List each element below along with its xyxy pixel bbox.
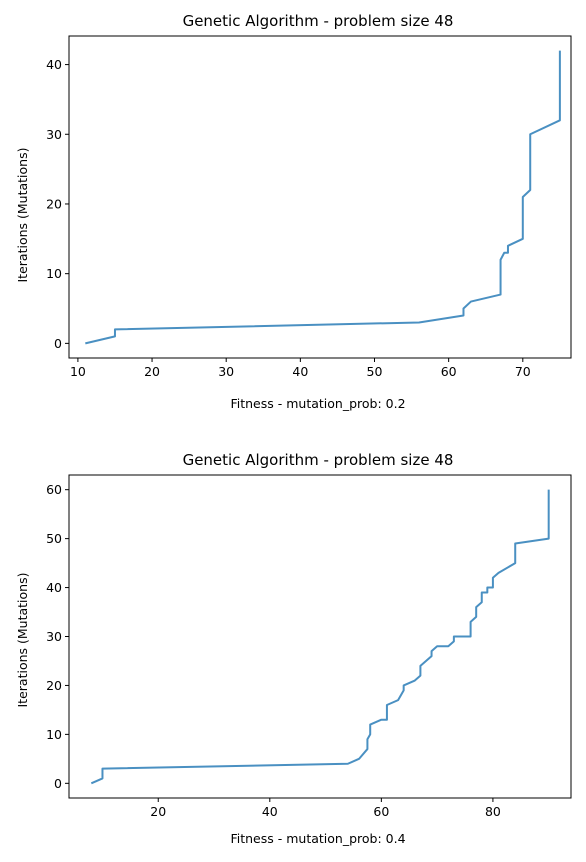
chart-1-x-tick-label: 10 [70, 364, 86, 379]
chart-2-xlabel: Fitness - mutation_prob: 0.4 [230, 831, 405, 846]
chart-2: Genetic Algorithm - problem size 48 Fitn… [0, 431, 586, 862]
chart-1-title: Genetic Algorithm - problem size 48 [183, 12, 454, 30]
chart-1-y-tick-label: 20 [46, 196, 62, 211]
chart-2-y-tick-label: 60 [46, 482, 62, 497]
chart-2-y-tick-label: 20 [46, 678, 62, 693]
chart-2-title: Genetic Algorithm - problem size 48 [183, 451, 454, 469]
chart-1-y-tick-label: 10 [46, 266, 62, 281]
chart-1: Genetic Algorithm - problem size 48 Fitn… [15, 12, 572, 411]
chart-1-x-tick-label: 60 [441, 364, 457, 379]
chart-1-x-tick-label: 20 [144, 364, 160, 379]
chart-2-y-tick-label: 0 [54, 776, 62, 791]
chart-2-ylabel: Iterations (Mutations) [15, 573, 30, 708]
chart-1-series-line [85, 50, 561, 345]
chart-2-svg: Genetic Algorithm - problem size 48 Fitn… [15, 451, 572, 846]
chart-2-x-tick-label: 40 [262, 804, 278, 819]
chart-1-x-tick-label: 30 [218, 364, 234, 379]
chart-2-plot-frame [68, 474, 572, 799]
chart-2-y-tick-label: 30 [46, 629, 62, 644]
chart-2-y-tick-label: 50 [46, 531, 62, 546]
chart-2-x-tick-label: 60 [373, 804, 389, 819]
chart-1-y-tick-label: 0 [54, 336, 62, 351]
chart-2-series-line [90, 489, 550, 785]
chart-2-x-tick-label: 20 [150, 804, 166, 819]
chart-1-y-tick-label: 30 [46, 127, 62, 142]
chart-1-xlabel: Fitness - mutation_prob: 0.2 [230, 396, 405, 411]
chart-1-x-tick-label: 70 [515, 364, 531, 379]
chart-2-y-tick-label: 40 [46, 580, 62, 595]
chart-1-y-tick-label: 40 [46, 57, 62, 72]
chart-1-x-tick-label: 50 [367, 364, 383, 379]
chart-1-plot-frame [68, 35, 572, 359]
chart-2-y-tick-label: 10 [46, 727, 62, 742]
chart-2-x-tick-label: 80 [485, 804, 501, 819]
chart-1-ylabel: Iterations (Mutations) [15, 148, 30, 283]
chart-1-x-tick-label: 40 [292, 364, 308, 379]
chart-1-svg: Genetic Algorithm - problem size 48 Fitn… [15, 12, 572, 411]
